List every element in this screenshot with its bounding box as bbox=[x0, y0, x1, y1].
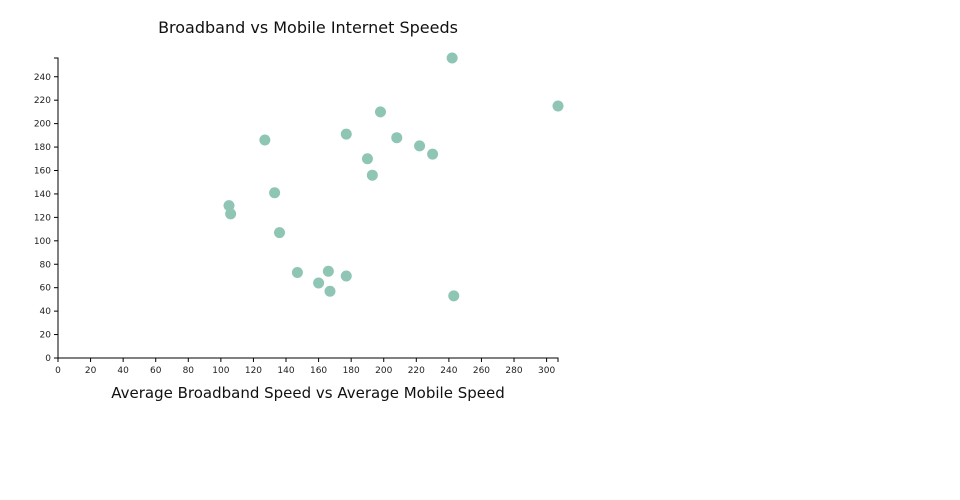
x-tick-label: 200 bbox=[375, 366, 392, 376]
y-tick-label: 200 bbox=[34, 120, 51, 130]
y-tick-label: 220 bbox=[34, 96, 51, 106]
data-point bbox=[340, 128, 352, 140]
x-tick-label: 260 bbox=[473, 366, 490, 376]
x-tick-label: 220 bbox=[408, 366, 425, 376]
y-tick-label: 80 bbox=[40, 260, 52, 270]
x-tick-label: 60 bbox=[150, 366, 162, 376]
data-point bbox=[269, 187, 281, 199]
data-point bbox=[414, 140, 426, 152]
x-tick-label: 240 bbox=[440, 366, 457, 376]
data-point bbox=[273, 227, 285, 239]
data-point bbox=[340, 270, 352, 282]
data-point bbox=[446, 52, 458, 64]
x-tick-label: 140 bbox=[277, 366, 294, 376]
x-tick-label: 0 bbox=[55, 366, 61, 376]
x-tick-label: 100 bbox=[212, 366, 229, 376]
axes: 0 20 40 60 80 100 120 140 160 180 200 220 240 260 280 3… bbox=[34, 57, 559, 376]
y-tick-label: 120 bbox=[34, 213, 51, 223]
data-points bbox=[223, 52, 564, 302]
data-point bbox=[552, 100, 564, 112]
data-point bbox=[322, 265, 334, 277]
data-point bbox=[391, 132, 403, 144]
chart-title: Broadband vs Mobile Internet Speeds bbox=[158, 18, 458, 37]
x-tick-label: 120 bbox=[245, 366, 262, 376]
x-axis-line bbox=[57, 357, 559, 362]
x-axis-label: Average Broadband Speed vs Average Mobil… bbox=[111, 384, 505, 402]
data-point bbox=[374, 106, 386, 118]
data-point bbox=[225, 208, 237, 220]
data-point bbox=[324, 285, 336, 297]
x-tick-label: 40 bbox=[117, 366, 129, 376]
y-tick-label: 60 bbox=[40, 284, 52, 294]
data-point bbox=[361, 153, 373, 165]
data-point bbox=[223, 200, 235, 212]
x-tick-label: 80 bbox=[183, 366, 195, 376]
y-tick-label: 240 bbox=[34, 73, 51, 83]
data-point bbox=[291, 266, 303, 278]
y-tick-label: 160 bbox=[34, 167, 51, 177]
y-tick-label: 0 bbox=[45, 354, 51, 364]
x-tick-label: 280 bbox=[505, 366, 522, 376]
data-point bbox=[313, 277, 325, 289]
data-point bbox=[448, 290, 460, 302]
y-axis-line bbox=[54, 57, 59, 358]
x-tick-label: 300 bbox=[538, 366, 555, 376]
data-point bbox=[366, 169, 378, 181]
data-point bbox=[427, 148, 439, 160]
y-tick-label: 180 bbox=[34, 143, 51, 153]
y-tick-label: 20 bbox=[40, 331, 52, 341]
x-tick-label: 160 bbox=[310, 366, 327, 376]
y-tick-label: 40 bbox=[40, 307, 52, 317]
y-tick-label: 140 bbox=[34, 190, 51, 200]
x-tick-label: 20 bbox=[85, 366, 97, 376]
data-point bbox=[259, 134, 271, 146]
x-tick-label: 180 bbox=[343, 366, 360, 376]
y-tick-label: 100 bbox=[34, 237, 51, 247]
